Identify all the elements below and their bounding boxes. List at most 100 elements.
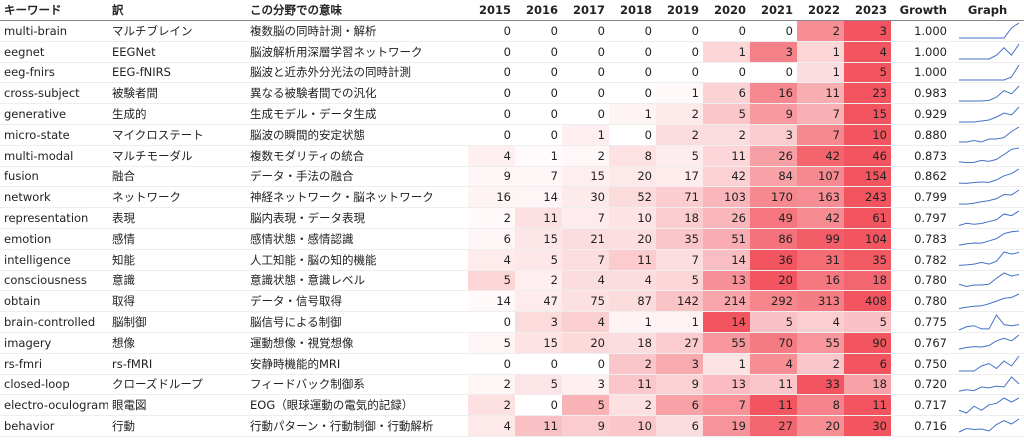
count-cell: 15 xyxy=(515,332,562,354)
count-cell: 9 xyxy=(562,415,609,437)
count-cell: 1 xyxy=(797,62,844,84)
count-cell: 55 xyxy=(703,332,750,354)
count-cell: 214 xyxy=(703,290,750,313)
count-cell: 4 xyxy=(797,311,844,333)
growth-cell: 0.782 xyxy=(891,249,951,271)
count-cell: 0 xyxy=(515,62,562,84)
sparkline-cell xyxy=(951,394,1024,417)
translation-cell: EEG-fNIRS xyxy=(108,62,246,84)
growth-cell: 0.783 xyxy=(891,228,951,250)
count-cell: 5 xyxy=(844,311,891,333)
table-row: eegnet EEGNet 脳波解析用深層学習ネットワーク 0 0 0 0 0 1 3 1 4 1.00… xyxy=(0,41,1024,63)
count-cell: 5 xyxy=(468,332,515,354)
count-cell: 0 xyxy=(515,124,562,146)
table-row: brain-controlled 脳制御 脳信号による制御 0 3 4 1 1 14 5 4 5 0.7… xyxy=(0,311,1024,333)
growth-cell: 0.862 xyxy=(891,166,951,188)
sparkline-line xyxy=(958,147,1020,164)
sparkline-line xyxy=(958,210,1020,226)
sparkline xyxy=(959,106,1020,123)
count-cell: 7 xyxy=(562,249,609,271)
meaning-cell: 複数脳の同時計測・解析 xyxy=(246,20,468,42)
count-cell: 103 xyxy=(703,186,750,209)
sparkline-line xyxy=(958,230,1020,246)
keyword-cell: rs-fmri xyxy=(0,353,108,375)
count-cell: 0 xyxy=(703,20,750,42)
count-cell: 0 xyxy=(609,82,656,105)
sparkline xyxy=(958,334,1020,350)
count-cell: 0 xyxy=(515,82,562,105)
sparkline-line xyxy=(958,334,1020,350)
count-cell: 11 xyxy=(797,82,844,105)
count-cell: 7 xyxy=(562,207,609,229)
keyword-cell: multi-brain xyxy=(0,20,108,42)
keyword-cell: behavior xyxy=(0,415,108,437)
count-cell: 7 xyxy=(656,249,703,271)
count-cell: 0 xyxy=(562,41,609,63)
count-cell: 26 xyxy=(750,145,797,167)
growth-cell: 0.929 xyxy=(891,103,951,125)
sparkline-line xyxy=(959,64,1020,81)
count-cell: 7 xyxy=(703,394,750,417)
sparkline xyxy=(958,418,1020,432)
count-cell: 1 xyxy=(609,103,656,125)
count-cell: 5 xyxy=(750,311,797,333)
count-cell: 18 xyxy=(844,270,891,292)
sparkline xyxy=(958,293,1020,309)
count-cell: 2 xyxy=(797,20,844,42)
count-cell: 2 xyxy=(609,394,656,417)
sparkline-cell xyxy=(951,353,1024,375)
sparkline-cell xyxy=(951,332,1024,354)
count-cell: 2 xyxy=(468,394,515,417)
count-cell: 20 xyxy=(750,270,797,292)
count-cell: 11 xyxy=(844,394,891,417)
sparkline-cell xyxy=(951,20,1024,42)
count-cell: 0 xyxy=(609,124,656,146)
table-row: closed-loop クローズドループ フィードバック制御系 2 5 3 11 9 13 11 3… xyxy=(0,374,1024,396)
count-cell: 51 xyxy=(703,228,750,250)
meaning-cell: 異なる被験者間での汎化 xyxy=(246,82,468,105)
sparkline xyxy=(959,355,1020,372)
count-cell: 0 xyxy=(609,62,656,84)
keyword-cell: consciousness xyxy=(0,270,108,292)
growth-cell: 0.983 xyxy=(891,82,951,105)
column-header: 2017 xyxy=(562,0,609,21)
column-header: 2015 xyxy=(468,0,515,21)
count-cell: 0 xyxy=(515,20,562,42)
count-cell: 5 xyxy=(703,103,750,125)
count-cell: 1 xyxy=(609,311,656,333)
count-cell: 0 xyxy=(562,103,609,125)
count-cell: 30 xyxy=(844,415,891,437)
sparkline-line xyxy=(959,22,1020,39)
count-cell: 5 xyxy=(656,145,703,167)
table-row: cross-subject 被験者間 異なる被験者間での汎化 0 0 0 0 1 6 16 11 23… xyxy=(0,82,1024,105)
count-cell: 1 xyxy=(703,41,750,63)
count-cell: 15 xyxy=(844,103,891,125)
count-cell: 16 xyxy=(797,270,844,292)
sparkline-cell xyxy=(951,166,1024,188)
count-cell: 7 xyxy=(797,103,844,125)
count-cell: 3 xyxy=(562,374,609,396)
count-cell: 0 xyxy=(656,41,703,63)
sparkline-line xyxy=(958,293,1020,309)
count-cell: 5 xyxy=(515,374,562,396)
sparkline xyxy=(958,230,1020,246)
count-cell: 11 xyxy=(750,374,797,396)
table-row: fusion 融合 データ・手法の融合 9 7 15 20 17 42 84 107 154 0.862 xyxy=(0,166,1024,188)
count-cell: 0 xyxy=(468,82,515,105)
sparkline-cell xyxy=(951,62,1024,84)
count-cell: 0 xyxy=(468,124,515,146)
sparkline-cell xyxy=(951,374,1024,396)
keyword-cell: representation xyxy=(0,207,108,229)
count-cell: 2 xyxy=(562,145,609,167)
header-row: キーワード訳この分野での意味 2015 2016 2017 2018 2019 2020 20… xyxy=(0,0,1024,21)
column-header: Graph xyxy=(951,0,1024,21)
count-cell: 154 xyxy=(844,166,891,188)
sparkline xyxy=(959,22,1020,39)
column-header: キーワード xyxy=(0,0,108,21)
translation-cell: 表現 xyxy=(108,207,246,229)
count-cell: 0 xyxy=(750,20,797,42)
column-header: 2016 xyxy=(515,0,562,21)
meaning-cell: 人工知能・脳の知的機能 xyxy=(246,249,468,271)
sparkline xyxy=(958,397,1020,414)
